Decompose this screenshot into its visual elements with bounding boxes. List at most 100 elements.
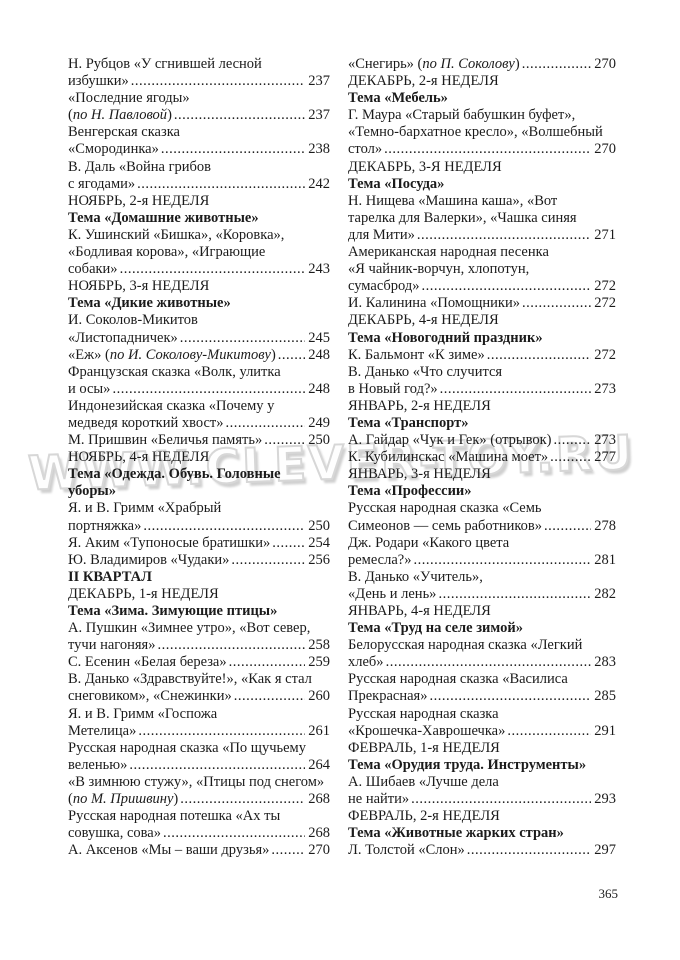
toc-line: Тема «Дикие животные» [68, 295, 330, 312]
dot-leader: ........................................… [228, 654, 306, 671]
toc-line: хлеб»...................................… [348, 654, 616, 671]
dot-leader: ........................................… [466, 842, 591, 859]
toc-entry-text: и осы» [68, 380, 111, 397]
toc-line: (по М. Пришвину)........................… [68, 791, 330, 808]
toc-page-ref: 291 [594, 722, 616, 739]
dot-leader: ........................................… [130, 73, 305, 90]
toc-line: ДЕКАБРЬ, 2-я НЕДЕЛЯ [348, 73, 616, 90]
dot-leader: ........................................… [233, 688, 306, 705]
toc-line: НОЯБРЬ, 4-я НЕДЕЛЯ [68, 449, 330, 466]
toc-entry-text: Русская народная сказка «Василиса [348, 671, 568, 688]
toc-line: Н. Рубцов «У сгнившей лесной [68, 56, 330, 73]
dot-leader: ........................................… [180, 791, 305, 808]
toc-entry-text: веленью» [68, 756, 128, 773]
dot-leader: ........................................… [163, 825, 305, 842]
toc-line: Тема «Транспорт» [348, 415, 616, 432]
toc-line: Русская народная сказка «Василиса [348, 671, 616, 688]
toc-line: НОЯБРЬ, 2-я НЕДЕЛЯ [68, 193, 330, 210]
toc-entry-text: А. Аксенов «Мы – ваши друзья» [68, 842, 270, 859]
dot-leader: ........................................… [271, 842, 305, 859]
toc-entry-text: сумасброд» [348, 278, 420, 295]
toc-entry-text: Симеонов — семь работников» [348, 517, 542, 534]
toc-line: «Бодливая корова», «Играющие [68, 244, 330, 261]
dot-leader: ........................................… [173, 107, 306, 124]
toc-entry-text: Тема «Профессии» [348, 483, 472, 500]
toc-line: тучи нагоняя»...........................… [68, 637, 330, 654]
toc-line: Индонезийская сказка «Почему у [68, 398, 330, 415]
toc-page-ref: 237 [308, 73, 330, 90]
toc-entry-text: К. Ушинский «Бишка», «Коровка», [68, 226, 285, 243]
toc-entry-text: Н. Нищева «Машина каша», «Вот [348, 192, 558, 209]
toc-entry-text: снеговиком», «Снежинки» [68, 688, 232, 705]
toc-line: К. Кубилинскас «Машина моет»............… [348, 449, 616, 466]
toc-entry-text: Я. и В. Гримм «Госпожа [68, 705, 218, 722]
toc-entry-text: Я. и В. Гримм «Храбрый [68, 500, 222, 517]
toc-entry-text: «Темно-бархатное кресло», «Волшебный [348, 124, 603, 141]
toc-line: И. Калинина «Помощники».................… [348, 295, 616, 312]
toc-line: ДЕКАБРЬ, 1-я НЕДЕЛЯ [68, 586, 330, 603]
toc-line: Тема «Животные жарких стран» [348, 825, 616, 842]
dot-leader: ........................................… [439, 380, 592, 397]
toc-line: «Крошечка-Хаврошечка»...................… [348, 723, 616, 740]
toc-line: портняжка»..............................… [68, 518, 330, 535]
toc-line: «Последние ягоды» [68, 90, 330, 107]
toc-line: «Листопадничек».........................… [68, 330, 330, 347]
toc-line: в Новый год?»...........................… [348, 381, 616, 398]
toc-line: «Еж» (по И. Соколову-Микитову)..........… [68, 347, 330, 364]
toc-page-ref: 282 [594, 585, 616, 602]
toc-entry-text: Л. Толстой «Слон» [348, 842, 465, 859]
toc-column-left: Н. Рубцов «У сгнившей лесной избушки»....… [68, 56, 330, 859]
dot-leader: ........................................… [231, 551, 305, 568]
toc-line: Русская народная сказка «Семь [348, 500, 616, 517]
page-number: 365 [598, 886, 619, 901]
toc-line: Американская народная песенка [348, 244, 616, 261]
toc-line: ЯНВАРЬ, 2-я НЕДЕЛЯ [348, 398, 616, 415]
toc-entry-text: «Листопадничек» [68, 329, 178, 346]
toc-page-ref: 278 [594, 517, 616, 534]
toc-entry-text: ЯНВАРЬ, 3-я НЕДЕЛЯ [348, 466, 491, 483]
toc-page-ref: 272 [594, 346, 616, 363]
toc-line: веленью»................................… [68, 757, 330, 774]
toc-entry-text: ремесла?» [348, 551, 412, 568]
toc-line: Г. Маура «Старый бабушкин буфет», [348, 107, 616, 124]
toc-page-ref: 281 [594, 551, 616, 568]
toc-entry-text: В. Данько «Здравствуйте!», «Как я стал [68, 671, 312, 688]
toc-line: Французская сказка «Волк, улитка [68, 364, 330, 381]
toc-line: Тема «Домашние животные» [68, 210, 330, 227]
toc-line: ФЕВРАЛЬ, 2-я НЕДЕЛЯ [348, 808, 616, 825]
toc-entry-text: ФЕВРАЛЬ, 2-я НЕДЕЛЯ [348, 808, 500, 825]
dot-leader: ........................................… [421, 278, 592, 295]
toc-page-ref: 293 [594, 791, 616, 808]
toc-page-ref: 250 [308, 432, 330, 449]
dot-leader: ........................................… [277, 346, 305, 363]
toc-entry-text: стол» [348, 141, 383, 158]
toc-line: Тема «Посуда» [348, 176, 616, 193]
toc-entry-text: (по М. Пришвину) [68, 791, 179, 808]
toc-entry-text: Прекрасная» [348, 688, 428, 705]
dot-leader: ........................................… [138, 722, 305, 739]
toc-page-ref: 285 [594, 688, 616, 705]
toc-entry-text: «Смородинка» [68, 141, 159, 158]
toc-page-ref: 273 [594, 380, 616, 397]
toc-entry-text: медведя короткий хвост» [68, 414, 224, 431]
toc-entry-text: «Снегирь» (по П. Соколову) [348, 56, 520, 72]
toc-entry-text: (по Н. Павловой) [68, 107, 172, 124]
toc-line: Я. Аким «Тупоносые братишки»............… [68, 535, 330, 552]
toc-line: для Мити»...............................… [348, 227, 616, 244]
toc-entry-text: с ягодами» [68, 175, 136, 192]
toc-page-ref: 259 [308, 654, 330, 671]
toc-entry-text: Белорусская народная сказка «Легкий [348, 637, 583, 654]
toc-line: Метелица»...............................… [68, 723, 330, 740]
toc-line: Русская народная потешка «Ах ты [68, 808, 330, 825]
toc-entry-text: Тема «Животные жарких стран» [348, 825, 564, 842]
toc-entry-text: Ю. Владимиров «Чудаки» [68, 551, 230, 568]
toc-entry-text: «В зимнюю стужу», «Птицы под снегом» [68, 773, 325, 790]
toc-page-ref: 268 [308, 791, 330, 808]
toc-line: Тема «Орудия труда. Инструменты» [348, 757, 616, 774]
toc-page-ref: 270 [594, 141, 616, 158]
dot-leader: ........................................… [384, 141, 591, 158]
toc-line: ДЕКАБРЬ, 4-я НЕДЕЛЯ [348, 312, 616, 329]
dot-leader: ........................................… [272, 534, 306, 551]
dot-leader: ........................................… [550, 449, 592, 466]
toc-entry-text: «Последние ягоды» [68, 90, 190, 107]
